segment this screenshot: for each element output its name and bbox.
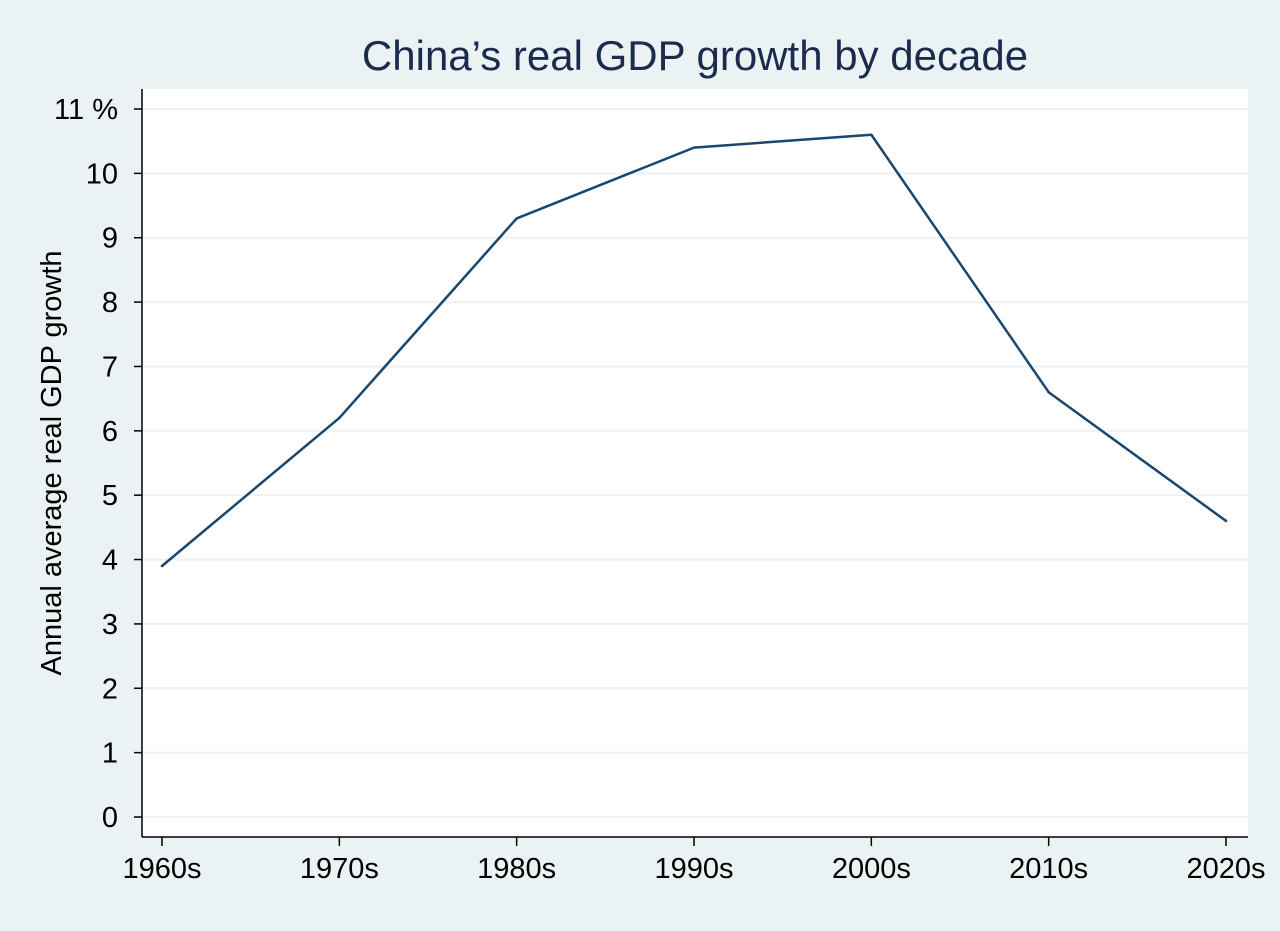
y-tick-label: 6 — [102, 416, 118, 448]
chart-title: China’s real GDP growth by decade — [362, 32, 1028, 79]
x-tick-label: 2000s — [832, 853, 911, 885]
plot-area — [142, 89, 1248, 837]
x-tick-label: 1960s — [122, 853, 201, 885]
y-tick-label: 4 — [102, 545, 118, 577]
y-tick-label: 9 — [102, 223, 118, 255]
data-point — [338, 416, 341, 420]
y-tick-label: 5 — [102, 480, 118, 512]
data-point — [1047, 390, 1050, 394]
x-ticks: 1960s 1970s 1980s 1990s 2000s 2010s 2020s — [122, 837, 1266, 885]
y-tick-label: 2 — [102, 673, 118, 705]
y-tick-label: 7 — [102, 351, 118, 383]
y-tick-label: 8 — [102, 287, 118, 319]
data-point — [870, 133, 873, 137]
gridlines — [142, 108, 1248, 818]
data-point — [160, 564, 164, 568]
x-tick-label: 1970s — [300, 853, 379, 885]
series-group — [160, 133, 1228, 568]
x-tick-label: 2010s — [1009, 853, 1088, 885]
y-tick-label: 1 — [102, 738, 118, 770]
y-tick-label: 3 — [102, 609, 118, 641]
x-tick-label: 1990s — [654, 853, 733, 885]
data-point — [1224, 519, 1228, 523]
axes — [141, 89, 1248, 838]
data-point — [692, 146, 696, 149]
x-tick-label: 2020s — [1186, 853, 1265, 885]
y-tick-label: 10 — [86, 158, 118, 190]
x-tick-label: 1980s — [477, 853, 556, 885]
y-ticks: 0 1 2 3 4 5 6 7 8 9 10 11 % — [54, 94, 142, 834]
y-tick-label: 0 — [102, 802, 118, 834]
y-tick-label: 11 % — [54, 94, 118, 126]
y-axis-label: Annual average real GDP growth — [36, 250, 68, 675]
data-point — [515, 217, 518, 220]
